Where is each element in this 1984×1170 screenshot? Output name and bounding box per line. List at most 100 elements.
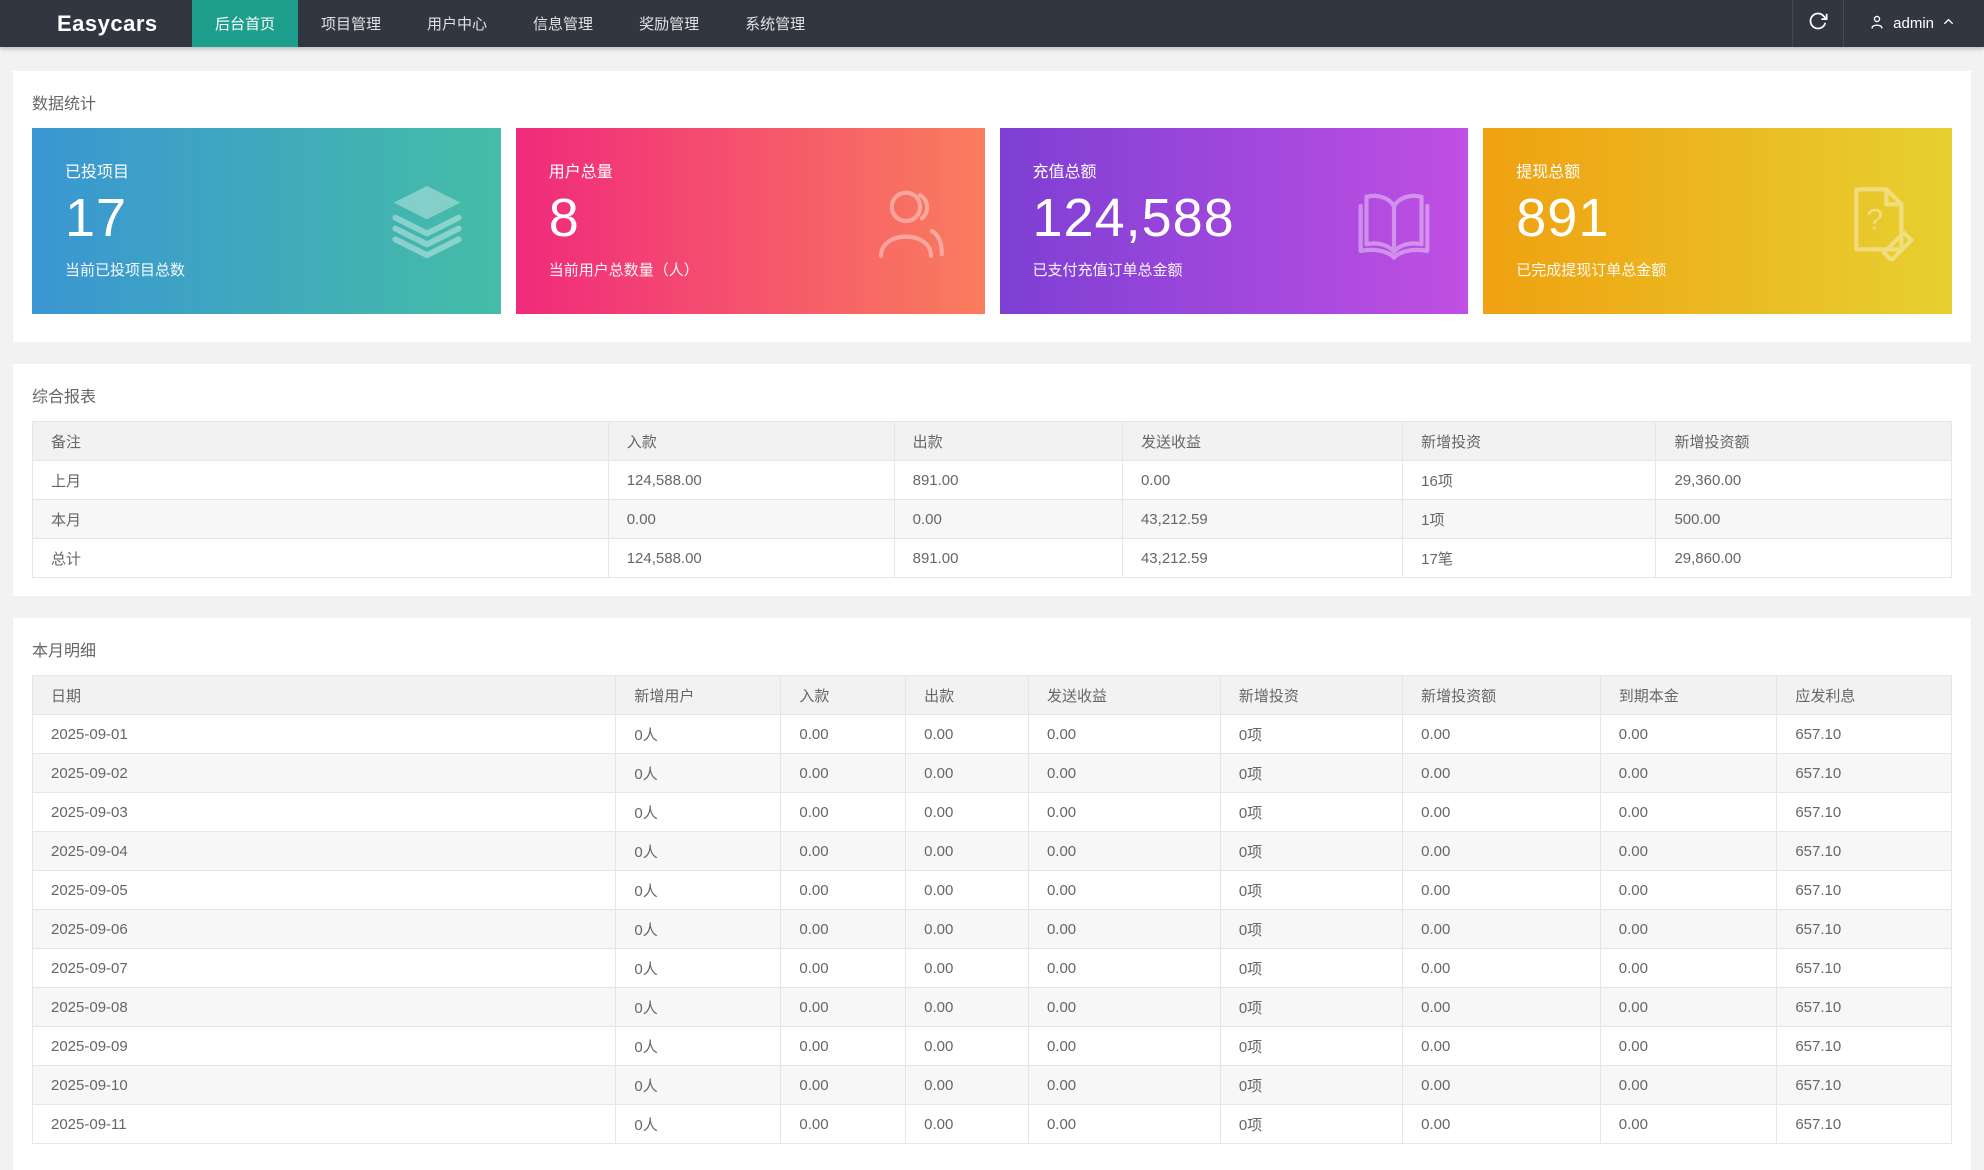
table-cell: 0.00 <box>1027 714 1221 754</box>
table-cell: 0人 <box>615 831 782 871</box>
table-cell: 0项 <box>1219 909 1404 949</box>
table-cell: 0.00 <box>905 792 1029 832</box>
table-cell: 29,360.00 <box>1655 460 1952 500</box>
column-header: 出款 <box>905 675 1029 715</box>
table-cell: 0.00 <box>1599 831 1778 871</box>
stat-card-value: 8 <box>548 188 580 248</box>
table-cell: 0.00 <box>780 1026 907 1066</box>
summary-report-title: 综合报表 <box>32 389 97 406</box>
stat-card-title: 提现总额 <box>1516 164 1581 181</box>
table-cell: 0项 <box>1219 831 1404 871</box>
nav-item-5[interactable]: 奖励管理 <box>639 16 700 33</box>
nav-item-1[interactable]: 后台首页 <box>192 0 299 47</box>
nav-item-6[interactable]: 系统管理 <box>745 16 806 33</box>
table-cell: 657.10 <box>1776 792 1952 832</box>
user-menu[interactable]: admin <box>1844 0 1984 47</box>
stats-section-title: 数据统计 <box>32 96 97 113</box>
stat-card-title: 已投项目 <box>65 164 130 181</box>
table-cell: 0.00 <box>607 499 895 539</box>
table-cell: 0.00 <box>780 1065 907 1105</box>
table-cell: 0.00 <box>905 753 1029 793</box>
table-cell: 124,588.00 <box>607 460 895 500</box>
table-cell: 0.00 <box>780 870 907 910</box>
table-row: 2025-09-08 0人 0.00 0.00 0.00 0项 0.00 0.00 657.10 <box>31 987 1952 1027</box>
monthly-detail-panel: 本月明细 日期 新增用户 入款 出款 发送收益 新增投资 新增投资额 到期本金 应发利息 2025… <box>13 618 1971 1170</box>
table-cell: 2025-09-08 <box>31 987 617 1027</box>
column-header: 应发利息 <box>1776 675 1952 715</box>
table-cell: 0.00 <box>1599 948 1778 988</box>
stat-card-subtitle: 已支付充值订单总金额 <box>1032 262 1183 279</box>
table-row: 2025-09-11 0人 0.00 0.00 0.00 0项 0.00 0.00 657.10 <box>31 1104 1952 1144</box>
table-cell: 0.00 <box>905 948 1029 988</box>
top-navbar: Easycars 后台首页 项目管理 用户中心 信息管理 奖励管理 系统管理 admin <box>0 0 1984 47</box>
table-row: 总计 124,588.00 891.00 43,212.59 17笔 29,860.00 <box>32 538 1952 578</box>
column-header: 日期 <box>31 675 617 715</box>
table-cell: 2025-09-03 <box>31 792 617 832</box>
table-cell: 0.00 <box>1402 948 1601 988</box>
app-logo[interactable]: Easycars <box>57 10 158 36</box>
table-cell: 0项 <box>1219 792 1404 832</box>
table-row: 2025-09-07 0人 0.00 0.00 0.00 0项 0.00 0.00 657.10 <box>31 948 1952 988</box>
table-cell: 657.10 <box>1776 714 1952 754</box>
table-cell: 0.00 <box>1027 987 1221 1027</box>
table-cell: 0.00 <box>905 831 1029 871</box>
table-cell: 0.00 <box>1027 1065 1221 1105</box>
table-cell: 0.00 <box>905 870 1029 910</box>
stat-card-total-users: 用户总量 8 当前用户总数量（人） <box>515 128 985 314</box>
table-cell: 0.00 <box>1027 753 1221 793</box>
table-cell: 500.00 <box>1655 499 1952 539</box>
stat-card-value: 17 <box>65 188 128 248</box>
table-cell: 0.00 <box>1599 1026 1778 1066</box>
nav-item-4[interactable]: 信息管理 <box>533 16 594 33</box>
table-cell: 0.00 <box>780 792 907 832</box>
table-cell: 0项 <box>1219 948 1404 988</box>
table-row: 2025-09-02 0人 0.00 0.00 0.00 0项 0.00 0.00 657.10 <box>31 753 1952 793</box>
table-cell: 0项 <box>1219 987 1404 1027</box>
table-cell: 43,212.59 <box>1121 538 1404 578</box>
table-cell: 0人 <box>615 714 782 754</box>
table-row: 本月 0.00 0.00 43,212.59 1项 500.00 <box>32 499 1952 539</box>
table-cell: 17笔 <box>1402 538 1657 578</box>
table-cell: 0.00 <box>1599 714 1778 754</box>
table-row: 2025-09-10 0人 0.00 0.00 0.00 0项 0.00 0.00 657.10 <box>31 1065 1952 1105</box>
nav-item-2[interactable]: 项目管理 <box>321 16 382 33</box>
table-cell: 124,588.00 <box>607 538 895 578</box>
stat-card-title: 用户总量 <box>548 164 613 181</box>
column-header: 入款 <box>607 421 895 461</box>
table-cell: 0项 <box>1219 1026 1404 1066</box>
table-cell: 0.00 <box>1599 870 1778 910</box>
table-cell: 0.00 <box>1599 1065 1778 1105</box>
table-cell: 0项 <box>1219 1104 1404 1144</box>
table-cell: 0.00 <box>1402 1026 1601 1066</box>
table-cell: 657.10 <box>1776 1104 1952 1144</box>
table-cell: 0人 <box>615 792 782 832</box>
table-cell: 29,860.00 <box>1655 538 1952 578</box>
chevron-up-icon <box>1941 14 1956 33</box>
table-cell: 657.10 <box>1776 1065 1952 1105</box>
table-cell: 0.00 <box>1027 1026 1221 1066</box>
table-cell: 2025-09-07 <box>31 948 617 988</box>
column-header: 出款 <box>893 421 1123 461</box>
table-row: 上月 124,588.00 891.00 0.00 16项 29,360.00 <box>32 460 1952 500</box>
stat-card-value: 124,588 <box>1032 188 1235 248</box>
table-cell: 0.00 <box>1402 909 1601 949</box>
table-cell: 657.10 <box>1776 948 1952 988</box>
table-cell: 0.00 <box>905 1104 1029 1144</box>
table-cell: 0.00 <box>1599 909 1778 949</box>
monthly-detail-title: 本月明细 <box>32 643 97 660</box>
stats-panel: 数据统计 已投项目 17 当前已投项目总数 用户总量 8 当前用户总数量（人） <box>13 71 1971 342</box>
table-cell: 2025-09-04 <box>31 831 617 871</box>
table-cell: 2025-09-09 <box>31 1026 617 1066</box>
table-row: 2025-09-05 0人 0.00 0.00 0.00 0项 0.00 0.00 657.10 <box>31 870 1952 910</box>
table-cell: 657.10 <box>1776 909 1952 949</box>
book-icon <box>1358 193 1430 260</box>
stat-card-invested-projects: 已投项目 17 当前已投项目总数 <box>32 128 501 314</box>
refresh-button[interactable] <box>1792 0 1845 47</box>
table-cell: 0人 <box>615 870 782 910</box>
table-cell: 2025-09-11 <box>31 1104 617 1144</box>
nav-item-3[interactable]: 用户中心 <box>427 16 488 33</box>
table-cell: 0.00 <box>780 714 907 754</box>
table-cell: 16项 <box>1402 460 1657 500</box>
table-cell: 1项 <box>1402 499 1657 539</box>
table-cell: 0.00 <box>1402 870 1601 910</box>
